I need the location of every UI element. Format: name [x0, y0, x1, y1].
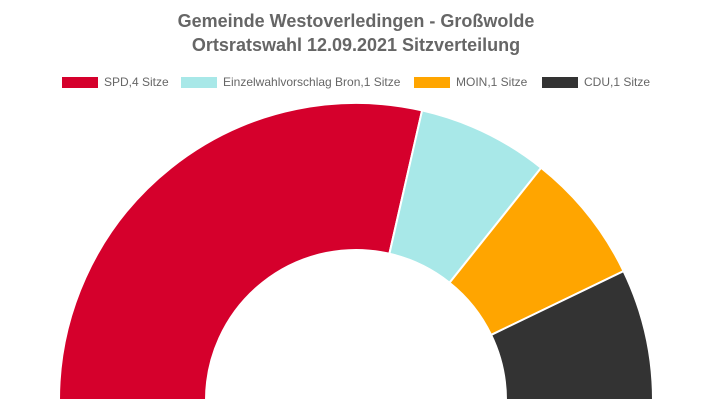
legend-swatch-einzelwahlvorschlag-bron	[181, 77, 217, 88]
legend-label-moin: MOIN,1 Sitze	[456, 75, 528, 89]
chart-title: Gemeinde Westoverledingen - Großwolde	[177, 11, 535, 31]
chart-subtitle: Ortsratswahl 12.09.2021 Sitzverteilung	[191, 35, 521, 55]
legend-label-spd: SPD,4 Sitze	[104, 75, 169, 89]
legend-label-cdu: CDU,1 Sitze	[584, 75, 651, 89]
legend-swatch-cdu	[542, 77, 578, 88]
slice-spd[interactable]	[57, 102, 424, 400]
legend-label-einzelwahlvorschlag-bron: Einzelwahlvorschlag Bron,1 Sitze	[223, 75, 401, 89]
legend-swatch-spd	[62, 77, 98, 88]
legend-swatch-moin	[414, 77, 450, 88]
chart-legend: SPD,4 Sitze Einzelwahlvorschlag Bron,1 S…	[0, 74, 712, 92]
